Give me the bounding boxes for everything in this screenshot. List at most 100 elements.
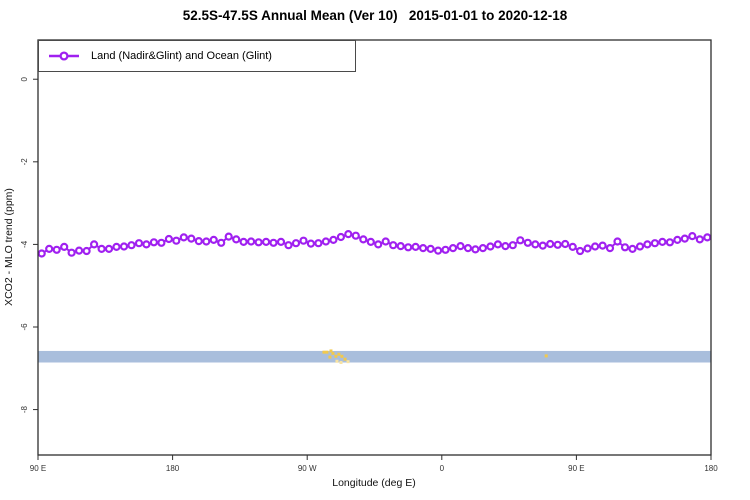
data-point (688, 232, 697, 241)
data-point (187, 234, 196, 243)
data-point (344, 230, 353, 239)
data-point (299, 236, 308, 245)
data-point (97, 244, 106, 253)
data-point (613, 237, 622, 246)
data-point (89, 240, 99, 249)
data-point (306, 239, 315, 248)
land-mark (335, 359, 339, 363)
data-point (635, 242, 645, 251)
data-point (404, 243, 413, 252)
chart-title: 52.5S-47.5S Annual Mean (Ver 10) 2015-01… (182, 8, 568, 23)
data-point (478, 244, 487, 253)
data-point (157, 238, 166, 247)
data-point (575, 246, 585, 256)
legend-marker-icon (49, 51, 79, 61)
y-tick-label: -2 (20, 158, 29, 166)
x-tick-label: 180 (704, 464, 718, 473)
data-point (134, 239, 144, 248)
plot-box (37, 39, 712, 456)
data-point (60, 242, 69, 251)
data-point (531, 240, 540, 249)
y-tick-label: -6 (20, 323, 29, 331)
data-point (605, 244, 615, 253)
data-point (561, 239, 570, 249)
data-point (456, 242, 465, 251)
data-point (658, 237, 667, 246)
data-point (276, 237, 286, 246)
data-point (441, 245, 450, 254)
data-point (703, 233, 712, 242)
data-point (104, 244, 114, 253)
x-axis-title: Longitude (deg E) (332, 477, 416, 489)
data-point (695, 235, 704, 244)
land-mark (325, 350, 329, 354)
data-point (284, 241, 293, 250)
data-point (194, 237, 203, 246)
data-point (142, 240, 151, 249)
land-mark (328, 355, 332, 359)
data-point (291, 239, 301, 248)
data-point (523, 238, 532, 247)
y-axis-title: XCO2 - MLO trend (ppm) (3, 188, 15, 306)
x-tick-label: 0 (440, 464, 445, 473)
data-point (239, 237, 248, 246)
data-point (254, 238, 263, 247)
land-mark (334, 354, 338, 358)
data-point (426, 244, 435, 253)
data-point (247, 237, 256, 246)
land-mark (346, 360, 350, 364)
x-tick-label: 90 E (568, 464, 584, 473)
data-point (217, 238, 226, 247)
data-point (553, 240, 562, 249)
data-point (329, 235, 338, 244)
coverage-band (38, 350, 711, 363)
data-point (471, 245, 480, 254)
data-point (336, 232, 345, 242)
data-point (374, 240, 383, 249)
data-point (448, 244, 458, 253)
data-point (568, 242, 577, 251)
data-point (74, 246, 84, 255)
legend-label: Land (Nadir&Glint) and Ocean (Glint) (91, 50, 272, 62)
land-mark (331, 351, 335, 355)
data-point (82, 246, 91, 256)
data-point (164, 234, 173, 244)
data-point (366, 237, 375, 246)
data-point (673, 235, 682, 244)
data-point (463, 244, 473, 253)
land-mark (343, 357, 347, 361)
data-point (321, 237, 330, 246)
land-mark (544, 354, 548, 358)
data-point (37, 249, 46, 258)
data-point (179, 233, 188, 242)
land-mark (340, 354, 344, 358)
data-point (127, 241, 136, 250)
data-point (172, 236, 181, 245)
x-tick-label: 180 (166, 464, 180, 473)
data-point (501, 242, 510, 251)
data-point (650, 239, 660, 248)
data-point (119, 242, 129, 251)
land-mark (339, 361, 343, 365)
data-point (209, 235, 218, 244)
x-tick-label: 90 W (298, 464, 317, 473)
data-point (262, 237, 271, 246)
y-tick-label: -4 (20, 240, 29, 248)
y-tick-label: -8 (20, 405, 29, 413)
plot-svg: 90 E 180 90 W 0 90 E 180 0 -2 -4 -6 -8 (20, 39, 718, 473)
data-point (411, 242, 420, 251)
data-point (419, 244, 428, 253)
data-point (269, 238, 278, 247)
data-point (546, 239, 555, 249)
data-point (396, 242, 405, 251)
data-point (232, 235, 241, 244)
land-mark (322, 350, 326, 354)
legend: Land (Nadir&Glint) and Ocean (Glint) (38, 40, 356, 72)
data-point (381, 237, 390, 246)
data-point (516, 236, 525, 245)
data-point (486, 242, 495, 251)
data-point (389, 241, 398, 250)
data-point (359, 235, 368, 244)
data-point (643, 240, 652, 249)
